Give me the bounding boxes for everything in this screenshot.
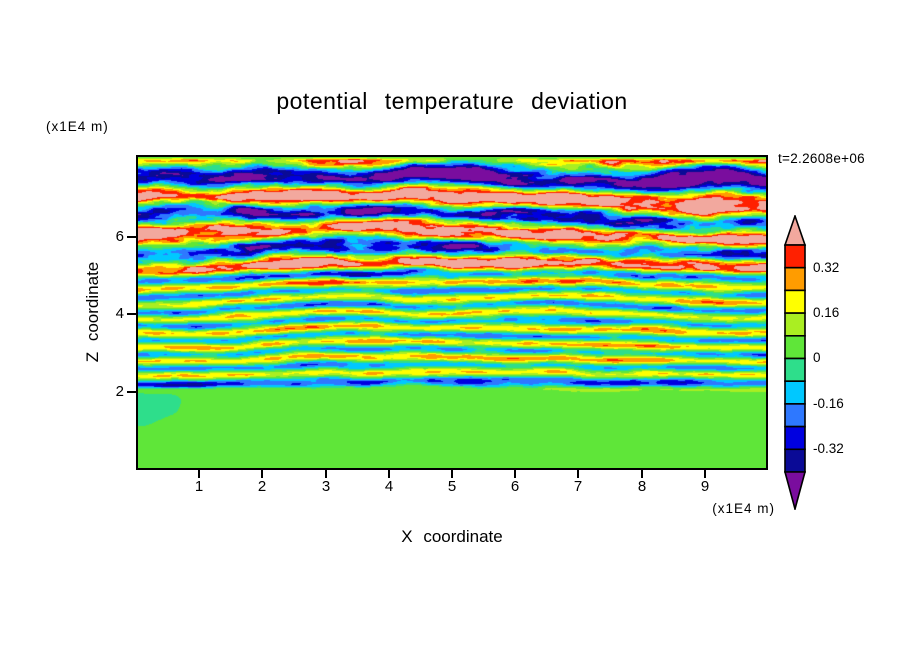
z-axis-unit-label: (x1E4 m) [46,119,109,134]
colorbar-band [784,448,806,473]
x-tick-mark [198,470,200,478]
colorbar-band [784,312,806,337]
x-tick-mark [325,470,327,478]
x-tick-label: 1 [194,478,204,495]
x-tick-label: 2 [257,478,267,495]
x-tick-mark [641,470,643,478]
colorbar-label: 0.32 [813,260,840,275]
x-tick-label: 9 [700,478,710,495]
colorbar-label: 0 [813,350,821,365]
colorbar-overflow-arrow-bottom [783,471,807,510]
x-axis-label: X coordinate [401,527,503,546]
x-tick-mark [388,470,390,478]
x-tick-label: 5 [447,478,457,495]
colorbar-band [784,289,806,314]
z-tick-mark [127,391,136,393]
colorbar-band [784,244,806,269]
colorbar [783,215,807,510]
plot-frame [136,155,768,470]
time-annotation: t=2.2608e+06 [778,151,865,166]
z-tick-label: 4 [115,305,124,322]
colorbar-band [784,403,806,428]
colorbar-label: -0.32 [813,441,844,456]
colorbar-band [784,266,806,292]
x-tick-label: 3 [321,478,331,495]
x-tick-label: 6 [510,478,520,495]
z-tick-label: 6 [115,228,124,245]
z-tick-mark [127,236,136,238]
heatmap-canvas [138,157,766,468]
colorbar-band [784,380,806,405]
chart-title: potential temperature deviation [276,88,628,114]
x-axis-unit-label: (x1E4 m) [712,501,775,516]
x-tick-label: 8 [637,478,647,495]
x-tick-mark [704,470,706,478]
x-tick-mark [451,470,453,478]
x-tick-label: 7 [573,478,583,495]
x-tick-mark [514,470,516,478]
x-tick-mark [261,470,263,478]
colorbar-band [784,335,806,360]
z-tick-mark [127,313,136,315]
x-tick-mark [577,470,579,478]
colorbar-band [784,357,806,383]
colorbar-label: 0.16 [813,305,840,320]
colorbar-band [784,425,806,451]
z-tick-label: 2 [115,383,124,400]
colorbar-overflow-arrow-top [783,215,807,246]
x-tick-label: 4 [384,478,394,495]
colorbar-label: -0.16 [813,396,844,411]
